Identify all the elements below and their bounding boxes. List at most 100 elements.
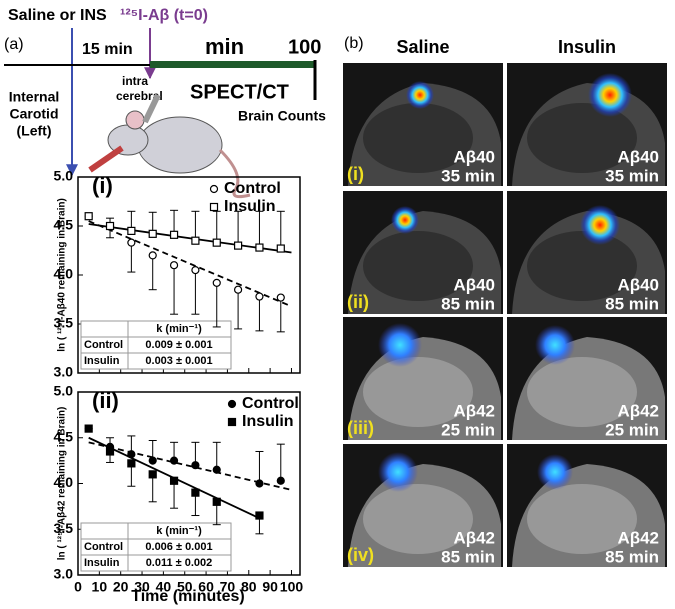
data-point: [169, 261, 179, 270]
y-tick-label: 5.0: [54, 168, 74, 184]
peptide-label: Aβ42: [453, 528, 495, 547]
data-point: [255, 479, 264, 488]
legend-label: Control: [242, 395, 299, 412]
y-tick-label: 3.5: [54, 520, 74, 536]
row-label: (ii): [347, 292, 369, 312]
data-point: [233, 241, 243, 250]
brain: [363, 357, 473, 427]
brain: [363, 103, 473, 173]
imaging-label: SPECT/CT: [190, 81, 289, 103]
x-tick-label: 20: [113, 579, 129, 595]
imaging-bar: [150, 61, 315, 68]
column-header: Insulin: [558, 37, 616, 57]
signal: [535, 325, 575, 365]
syringe: [88, 145, 124, 173]
y-axis-label: ln ( ¹²⁵I-Aβ40 remaining in Brain): [57, 198, 68, 352]
x-tick-label: 60: [198, 579, 214, 595]
x-tick-label: 100: [280, 579, 304, 595]
brain: [527, 357, 637, 427]
panel-label: (a): [4, 36, 24, 53]
table-cell: 0.006 ± 0.001: [145, 541, 212, 553]
data-point: [191, 266, 200, 275]
time-label: 35 min: [605, 166, 659, 185]
table-cell: Control: [84, 339, 123, 351]
brain: [527, 103, 637, 173]
legend-label: Insulin: [224, 198, 276, 215]
data-point: [84, 212, 93, 221]
time-label: 35 min: [441, 166, 495, 185]
peptide-label: Aβ40: [453, 275, 495, 294]
route-ic: cerebral: [116, 89, 163, 103]
panel-label: (ii): [92, 388, 119, 413]
data-point: [169, 456, 179, 465]
data-point: [255, 511, 264, 520]
brain: [363, 231, 473, 301]
data-point: [105, 447, 115, 456]
y-tick-label: 4.5: [54, 217, 74, 233]
table-cell: 0.009 ± 0.001: [145, 339, 212, 351]
signal: [537, 454, 573, 490]
y-axis-label: ln ( ¹²⁵I-Aβ42 remaining in Brain): [57, 407, 68, 561]
y-tick-label: 3.0: [54, 566, 74, 582]
signal: [391, 206, 419, 234]
counts-label: Brain Counts: [238, 108, 326, 124]
table-header: k (min⁻¹): [156, 525, 202, 537]
table-frame: [80, 522, 232, 572]
y-tick-label: 3.0: [54, 364, 74, 380]
data-point: [191, 461, 200, 470]
y-tick-label: 3.5: [54, 315, 74, 331]
x-tick-label: 40: [156, 579, 172, 595]
signal: [588, 73, 632, 117]
x-tick-label: 10: [92, 579, 108, 595]
table-frame: [80, 320, 232, 370]
mouse: [88, 93, 251, 199]
data-point: [127, 238, 136, 247]
legend-marker: [209, 202, 219, 212]
time-label: 85 min: [441, 547, 495, 566]
data-point: [127, 459, 136, 468]
peptide-label: Aβ42: [617, 528, 659, 547]
column-header: Saline: [396, 37, 449, 57]
route-carotid: Carotid: [10, 106, 59, 122]
brain: [527, 484, 637, 554]
legend-label: Control: [224, 180, 281, 197]
peptide-label: Aβ42: [617, 401, 659, 420]
time-label: 85 min: [441, 294, 495, 313]
time-label: 85 min: [605, 294, 659, 313]
legend-marker: [209, 184, 219, 194]
injection-label: Saline or INS: [8, 7, 107, 24]
row-label: (iv): [347, 545, 374, 565]
row-label: (i): [347, 164, 364, 184]
x-tick-label: 30: [134, 579, 150, 595]
x-tick-label: 90: [262, 579, 278, 595]
pre-time: 15 min: [82, 41, 133, 58]
data-point: [191, 236, 200, 245]
x-tick-label: 70: [220, 579, 236, 595]
schematic: (a) Saline or INS ¹²⁵I-Aβ (t=0) 15 min m…: [4, 7, 326, 199]
x-tick-label: 50: [177, 579, 193, 595]
table-cell: Insulin: [84, 355, 120, 367]
table-header: k (min⁻¹): [156, 323, 202, 335]
x-axis-label: Time (minutes): [131, 588, 245, 605]
table-cell: Control: [84, 541, 123, 553]
data-point: [276, 476, 285, 485]
row-label: (iii): [347, 418, 374, 438]
brain: [363, 484, 473, 554]
rate-table: k (min⁻¹) Control 0.009 ± 0.001 Insulin 0.00…: [80, 320, 232, 370]
peptide-label: Aβ40: [617, 147, 659, 166]
data-point: [212, 465, 221, 474]
data-point: [169, 230, 179, 239]
brain: [527, 231, 637, 301]
x-tick-label: 80: [241, 579, 257, 595]
rate-table: k (min⁻¹) Control 0.006 ± 0.001 Insulin 0.01…: [80, 522, 232, 572]
data-point: [148, 229, 157, 238]
time-label: 25 min: [441, 420, 495, 439]
x-tick-label: 0: [74, 579, 82, 595]
